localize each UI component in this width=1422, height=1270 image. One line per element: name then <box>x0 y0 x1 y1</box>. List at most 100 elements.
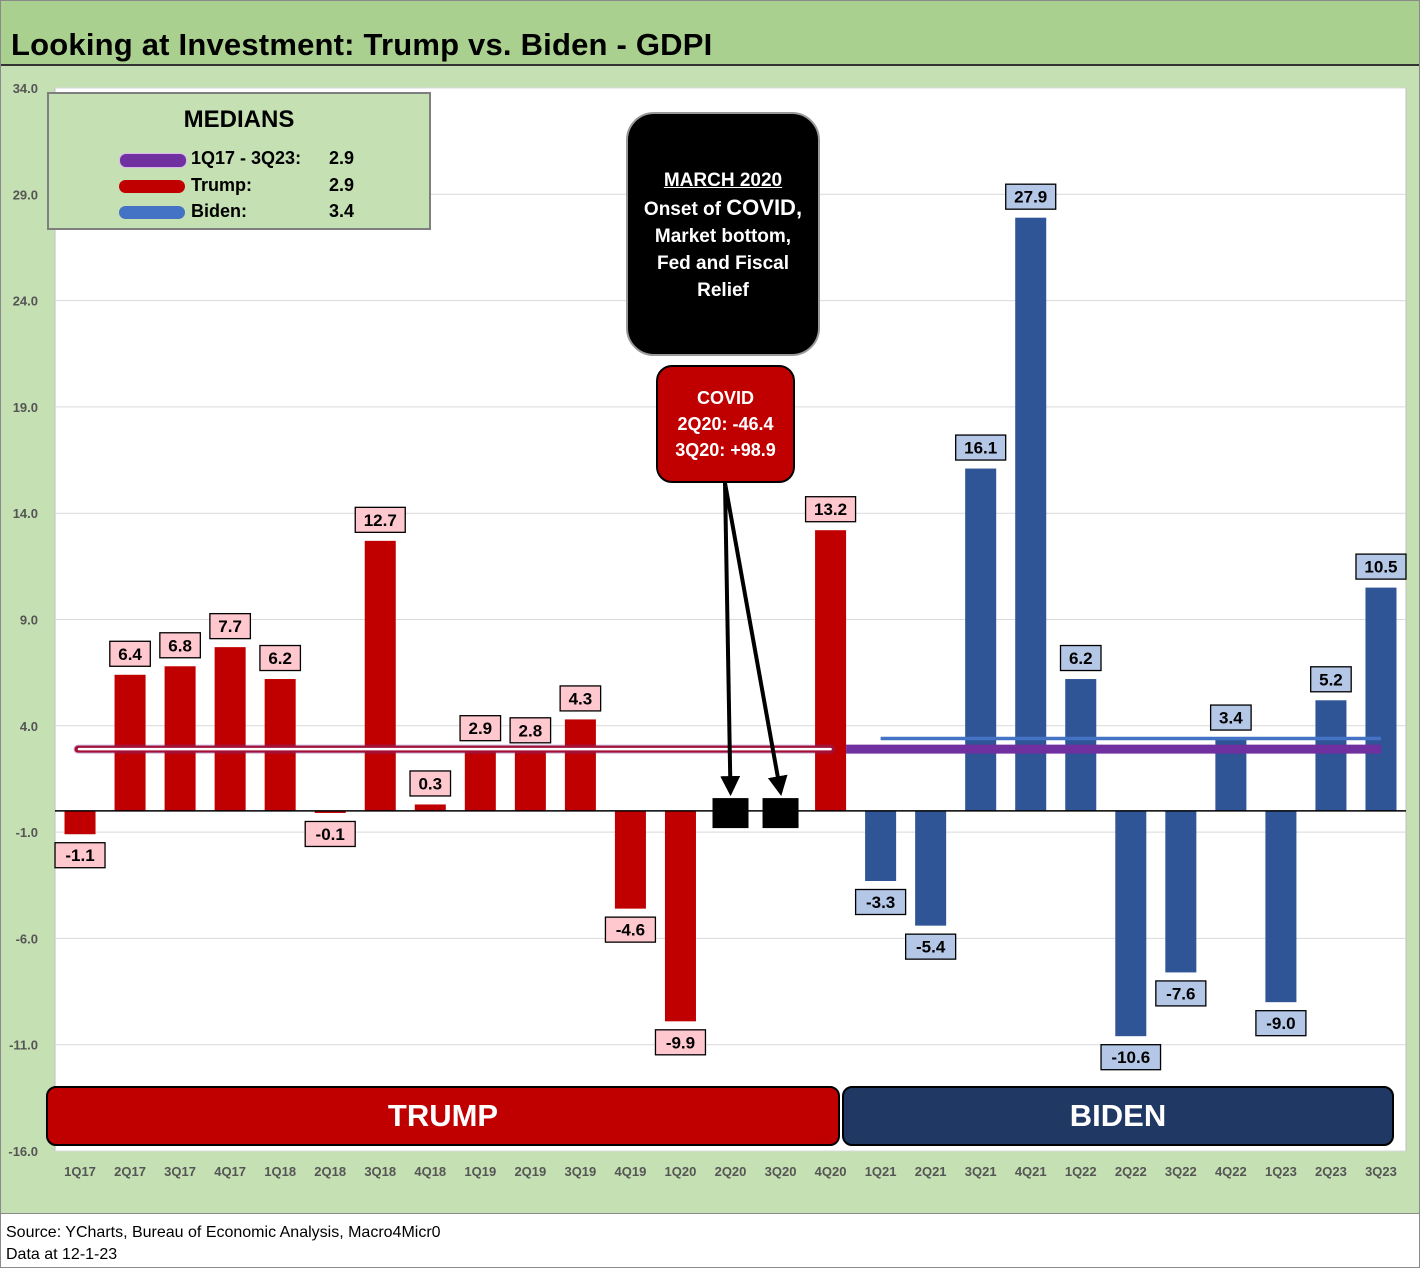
data-label-box <box>209 612 252 640</box>
x-tick-label: 2Q22 <box>1115 1164 1147 1179</box>
covid-annotation-line3: 3Q20: +98.9 <box>675 440 776 460</box>
legend-swatch-biden <box>119 206 185 219</box>
x-tick-label: 3Q20 <box>765 1164 797 1179</box>
x-tick-label: 2Q20 <box>715 1164 747 1179</box>
data-label-text: 6.2 <box>268 649 292 668</box>
x-tick-label: 3Q21 <box>965 1164 997 1179</box>
legend-label-overall: 1Q17 - 3Q23: <box>191 148 302 168</box>
covid-annotation-line1: COVID <box>696 388 754 408</box>
x-tick-label: 4Q21 <box>1015 1164 1047 1179</box>
data-label-text: 6.2 <box>1069 649 1093 668</box>
data-label-box <box>904 933 957 960</box>
bar-1Q18 <box>264 679 296 811</box>
source-note: Source: YCharts, Bureau of Economic Anal… <box>6 1224 441 1241</box>
data-label-2Q23: 5.2 <box>1310 666 1352 693</box>
data-label-3Q22: -7.6 <box>1155 980 1207 1007</box>
data-label-text: 10.5 <box>1364 558 1397 577</box>
footer: Source: YCharts, Bureau of Economic Anal… <box>6 1222 441 1266</box>
data-label-text: -10.6 <box>1111 1048 1150 1067</box>
y-tick-label: 29.0 <box>13 187 38 202</box>
x-tick-label: 1Q23 <box>1265 1164 1297 1179</box>
bar-3Q18 <box>364 540 396 811</box>
data-label-2Q19: 2.8 <box>509 717 552 744</box>
data-label-text: 5.2 <box>1319 670 1343 689</box>
data-date-note: Data at 12-1-23 <box>6 1246 118 1263</box>
biden-banner: BIDEN <box>842 1086 1394 1146</box>
covid-annotation: COVID 2Q20: -46.4 3Q20: +98.9 <box>656 365 795 483</box>
data-label-text: -1.1 <box>65 846 94 865</box>
y-tick-label: -16.0 <box>8 1144 38 1159</box>
bar-2Q22 <box>1115 810 1147 1037</box>
legend-swatch-overall <box>119 153 187 168</box>
march-2020-annotation: MARCH 2020 Onset of COVID, Market bottom… <box>626 112 820 356</box>
data-label-4Q18: 0.3 <box>409 770 452 797</box>
data-label-box <box>409 770 452 797</box>
data-label-box <box>559 685 602 712</box>
data-label-3Q17: 6.8 <box>159 632 201 659</box>
data-label-text: 0.3 <box>418 774 442 793</box>
march-annotation-line4: Relief <box>697 280 749 301</box>
data-label-text: -3.3 <box>866 893 895 912</box>
data-label-box <box>1355 553 1407 580</box>
data-label-1Q21: -3.3 <box>854 888 907 916</box>
x-tick-label: 3Q18 <box>364 1164 396 1179</box>
data-label-4Q17: 7.7 <box>209 612 252 640</box>
data-label-text: -9.9 <box>666 1033 695 1052</box>
x-tick-label: 2Q17 <box>114 1164 146 1179</box>
bar-2Q17 <box>114 674 146 811</box>
data-label-text: 2.8 <box>519 721 543 740</box>
data-label-text: -9.0 <box>1266 1014 1295 1033</box>
data-label-4Q20: 13.2 <box>804 496 857 523</box>
data-label-3Q19: 4.3 <box>559 685 602 712</box>
data-label-text: 2.9 <box>468 719 492 738</box>
data-label-box <box>159 632 201 659</box>
data-label-box <box>509 717 552 744</box>
data-label-1Q17: -1.1 <box>54 842 106 869</box>
legend-value-biden: 3.4 <box>329 201 355 221</box>
data-label-text: 6.4 <box>118 645 142 664</box>
data-label-box <box>304 820 356 848</box>
x-tick-label: 1Q19 <box>464 1164 496 1179</box>
y-tick-label: 4.0 <box>20 719 38 734</box>
data-label-box <box>109 640 151 667</box>
data-label-box <box>259 644 302 672</box>
y-tick-label: -6.0 <box>16 931 38 946</box>
x-tick-label: 4Q17 <box>214 1164 246 1179</box>
data-label-text: 27.9 <box>1014 188 1047 207</box>
data-label-box <box>1059 644 1102 672</box>
data-label-1Q22: 6.2 <box>1059 644 1102 672</box>
trump-banner: TRUMP <box>46 1086 840 1146</box>
data-label-2Q17: 6.4 <box>109 640 151 667</box>
data-label-box <box>1255 1010 1307 1037</box>
bar-4Q19 <box>614 810 646 909</box>
x-tick-label: 1Q20 <box>665 1164 697 1179</box>
y-tick-label: 24.0 <box>13 294 38 309</box>
data-label-4Q19: -4.6 <box>604 916 657 943</box>
data-label-1Q18: 6.2 <box>259 644 302 672</box>
data-label-text: 13.2 <box>814 500 847 519</box>
bar-4Q21 <box>1015 217 1047 811</box>
legend-value-trump: 2.9 <box>329 175 355 195</box>
bar-2Q21 <box>915 810 947 926</box>
legend-label-biden: Biden: <box>191 201 247 221</box>
legend-label-trump: Trump: <box>191 175 252 195</box>
x-tick-label: 4Q18 <box>414 1164 446 1179</box>
x-tick-label: 1Q22 <box>1065 1164 1097 1179</box>
arrow-to-2Q20 <box>720 482 741 797</box>
covid-annotation-line2: 2Q20: -46.4 <box>677 414 774 434</box>
x-tick-label: 3Q23 <box>1365 1164 1397 1179</box>
off-scale-marker-3Q20 <box>762 798 799 829</box>
bar-4Q17 <box>214 647 246 811</box>
data-label-1Q19: 2.9 <box>459 715 502 742</box>
bar-1Q17 <box>64 810 96 835</box>
y-tick-label: 9.0 <box>20 613 38 628</box>
x-tick-label: 3Q19 <box>564 1164 596 1179</box>
march-annotation-line2: Market bottom, <box>654 226 792 247</box>
data-label-box <box>604 916 657 943</box>
data-label-box <box>955 434 1007 461</box>
y-tick-label: 19.0 <box>13 400 38 415</box>
bar-3Q17 <box>164 666 196 811</box>
data-label-text: -4.6 <box>616 921 645 940</box>
y-tick-label: -1.0 <box>16 825 38 840</box>
